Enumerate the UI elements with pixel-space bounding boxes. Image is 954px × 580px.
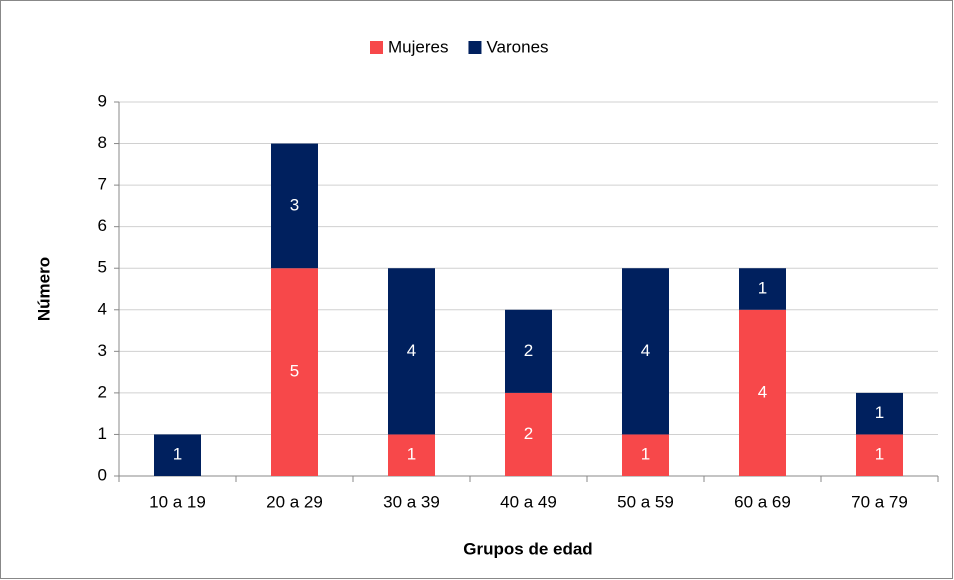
data-label: 1	[407, 445, 416, 464]
x-tick-label: 70 a 79	[851, 492, 908, 511]
x-tick-label: 20 a 29	[266, 492, 323, 511]
bar-segment	[622, 268, 669, 435]
data-label: 1	[641, 445, 650, 464]
y-tick-label: 6	[98, 216, 107, 235]
bar-segment	[856, 434, 903, 476]
y-tick-label: 2	[98, 382, 107, 401]
bar-segment	[622, 434, 669, 476]
x-tick-label: 60 a 69	[734, 492, 791, 511]
y-tick-label: 5	[98, 258, 107, 277]
data-label: 2	[524, 424, 533, 443]
x-axis-title: Grupos de edad	[463, 539, 592, 558]
data-label: 1	[173, 445, 182, 464]
y-tick-label: 7	[98, 175, 107, 194]
legend-label: Varones	[486, 37, 548, 56]
bar-segment	[505, 309, 552, 393]
data-label: 4	[407, 341, 416, 360]
data-label: 2	[524, 341, 533, 360]
data-label: 5	[290, 362, 299, 381]
y-tick-label: 3	[98, 341, 107, 360]
y-tick-label: 4	[98, 299, 107, 318]
data-label: 3	[290, 195, 299, 214]
y-tick-label: 0	[98, 465, 107, 484]
y-tick-label: 9	[98, 91, 107, 110]
bar-segment	[388, 434, 435, 476]
x-tick-label: 30 a 39	[383, 492, 440, 511]
x-tick-label: 50 a 59	[617, 492, 674, 511]
data-label: 4	[758, 382, 767, 401]
y-tick-label: 1	[98, 424, 107, 443]
bar-segment	[388, 268, 435, 435]
bar-segment	[271, 143, 318, 269]
bar-segment	[739, 268, 786, 310]
data-label: 1	[875, 403, 884, 422]
legend-label: Mujeres	[388, 37, 448, 56]
bar-segment	[856, 392, 903, 435]
x-tick-label: 10 a 19	[149, 492, 206, 511]
bar-segment	[271, 268, 318, 476]
data-label: 1	[875, 445, 884, 464]
bar-segment	[739, 309, 786, 476]
bar-segment	[505, 392, 552, 476]
bar-segment	[154, 434, 201, 476]
y-tick-label: 8	[98, 133, 107, 152]
legend-swatch	[468, 41, 482, 54]
x-tick-label: 40 a 49	[500, 492, 557, 511]
y-axis-title: Número	[34, 257, 53, 321]
data-label: 1	[758, 278, 767, 297]
legend-swatch	[370, 41, 383, 54]
data-label: 4	[641, 341, 650, 360]
